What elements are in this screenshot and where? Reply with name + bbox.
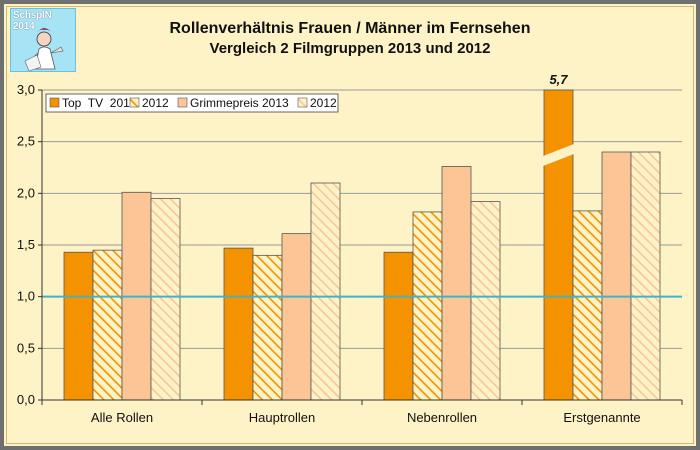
logo-figure-icon bbox=[24, 28, 64, 71]
bar bbox=[223, 247, 254, 401]
bar bbox=[281, 233, 312, 401]
bar bbox=[441, 166, 472, 401]
axis-break-mark bbox=[538, 142, 579, 168]
y-tick-label: 2,0 bbox=[17, 185, 35, 200]
legend-entry: Grimmepreis 2013 bbox=[190, 96, 289, 110]
bar bbox=[150, 198, 181, 401]
logo-text: SchspIN 2014 bbox=[13, 10, 52, 32]
bar bbox=[470, 201, 501, 401]
legend-swatch bbox=[129, 97, 140, 108]
bar bbox=[383, 251, 414, 401]
category-label: Alle Rollen bbox=[91, 410, 153, 425]
bar bbox=[572, 210, 603, 401]
bar bbox=[601, 151, 632, 401]
category-label: Erstgenannte bbox=[563, 410, 640, 425]
legend-box bbox=[45, 93, 339, 113]
legend-entry: 2012 bbox=[310, 96, 337, 110]
bar bbox=[412, 211, 443, 401]
y-tick-label: 3,0 bbox=[17, 82, 35, 97]
chart-title: Rollenverhältnis Frauen / Männer im Fern… bbox=[169, 20, 531, 37]
chart-subtitle: Vergleich 2 Filmgruppen 2013 und 2012 bbox=[209, 40, 491, 57]
bar bbox=[310, 182, 341, 401]
schspin-logo: SchspIN 2014 bbox=[10, 8, 76, 72]
frame-inner-border bbox=[6, 6, 694, 444]
legend-entry: 2012 bbox=[142, 96, 169, 110]
y-tick-label: 0,0 bbox=[17, 392, 35, 407]
y-tick-label: 0,5 bbox=[17, 340, 35, 355]
legend-swatch bbox=[177, 97, 188, 108]
category-label: Nebenrollen bbox=[407, 410, 477, 425]
bar bbox=[63, 251, 94, 401]
bar bbox=[92, 249, 123, 401]
y-tick-label: 2,5 bbox=[17, 134, 35, 149]
bar bbox=[543, 89, 574, 401]
y-tick-label: 1,5 bbox=[17, 237, 35, 252]
legend-entry: Top TV 2013 bbox=[62, 96, 137, 110]
bar bbox=[252, 254, 283, 401]
category-label: Hauptrollen bbox=[249, 410, 316, 425]
legend-swatch bbox=[297, 97, 308, 108]
y-tick-label: 1,0 bbox=[17, 289, 35, 304]
legend-swatch bbox=[49, 97, 60, 108]
bar bbox=[630, 151, 661, 401]
data-label: 5,7 bbox=[549, 72, 568, 87]
